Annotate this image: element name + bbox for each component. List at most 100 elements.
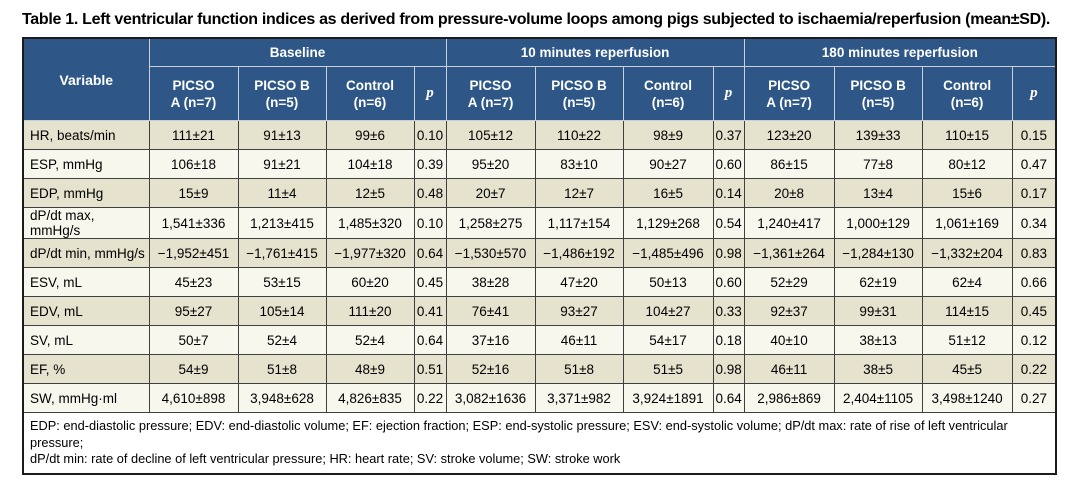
table-row: ESV, mL 45±23 53±15 60±20 0.45 38±28 47±20 50±1…: [22, 267, 1057, 297]
value-cell: 111±20: [325, 296, 415, 326]
value-cell: 95±27: [148, 296, 239, 326]
variable-cell: HR, beats/min: [22, 120, 150, 150]
value-cell: 1,129±268: [622, 207, 714, 239]
value-cell: 1,213±415: [237, 207, 327, 239]
value-cell: 3,948±628: [237, 383, 327, 413]
p-value-cell: 0.98: [712, 354, 745, 384]
p-value-cell: 0.17: [1011, 178, 1057, 208]
value-cell: 76±41: [445, 296, 536, 326]
p-value-cell: 0.60: [712, 149, 745, 179]
value-cell: 38±13: [833, 325, 923, 355]
table-row: HR, beats/min 111±21 91±13 99±6 0.10 105±12 11…: [22, 120, 1057, 150]
p-value-cell: 0.15: [1011, 120, 1057, 150]
value-cell: 111±21: [148, 120, 239, 150]
value-cell: −1,332±204: [921, 238, 1013, 268]
value-cell: 3,498±1240: [921, 383, 1013, 413]
value-cell: 1,541±336: [148, 207, 239, 239]
table-row: SV, mL 50±7 52±4 52±4 0.64 37±16 46±11 54±17 0.1…: [22, 325, 1057, 355]
variable-cell: dP/dt max, mmHg/s: [22, 207, 150, 239]
value-cell: 20±7: [445, 178, 536, 208]
value-cell: 105±12: [445, 120, 536, 150]
p-value-cell: 0.41: [413, 296, 447, 326]
table-body: HR, beats/min 111±21 91±13 99±6 0.10 105±12 11…: [22, 120, 1057, 413]
value-cell: 51±8: [534, 354, 624, 384]
value-cell: 86±15: [743, 149, 835, 179]
value-cell: 2,404±1105: [833, 383, 923, 413]
value-cell: 51±5: [622, 354, 714, 384]
p-value-cell: 0.37: [712, 120, 745, 150]
value-cell: 16±5: [622, 178, 714, 208]
value-cell: 1,485±320: [325, 207, 415, 239]
subheader-180min-picso-a: PICSO A (n=7): [743, 66, 835, 121]
footnote: EDP: end-diastolic pressure; EDV: end-di…: [22, 412, 1057, 474]
value-cell: 4,610±898: [148, 383, 239, 413]
value-cell: 54±17: [622, 325, 714, 355]
value-cell: 99±31: [833, 296, 923, 326]
subheader-180min-p: p: [1011, 66, 1057, 121]
value-cell: 50±7: [148, 325, 239, 355]
value-cell: 40±10: [743, 325, 835, 355]
value-cell: 54±9: [148, 354, 239, 384]
footnote-row: EDP: end-diastolic pressure; EDV: end-di…: [22, 412, 1057, 474]
p-value-cell: 0.22: [1011, 354, 1057, 384]
value-cell: 90±27: [622, 149, 714, 179]
value-cell: 13±4: [833, 178, 923, 208]
table-header: Variable Baseline 10 minutes reperfusion…: [22, 37, 1057, 121]
value-cell: 3,924±1891: [622, 383, 714, 413]
p-value-cell: 0.51: [413, 354, 447, 384]
value-cell: −1,530±570: [445, 238, 536, 268]
value-cell: 52±4: [237, 325, 327, 355]
subheader-10min-picso-a: PICSO A (n=7): [445, 66, 536, 121]
subheader-10min-control: Control (n=6): [622, 66, 714, 121]
p-value-cell: 0.27: [1011, 383, 1057, 413]
value-cell: 77±8: [833, 149, 923, 179]
value-cell: 95±20: [445, 149, 536, 179]
value-cell: 3,371±982: [534, 383, 624, 413]
p-value-cell: 0.83: [1011, 238, 1057, 268]
p-value-cell: 0.48: [413, 178, 447, 208]
value-cell: −1,486±192: [534, 238, 624, 268]
value-cell: 12±7: [534, 178, 624, 208]
group-header-baseline: Baseline: [148, 37, 447, 67]
p-value-cell: 0.33: [712, 296, 745, 326]
pv-loop-table: Variable Baseline 10 minutes reperfusion…: [22, 37, 1058, 475]
value-cell: 1,240±417: [743, 207, 835, 239]
variable-cell: SV, mL: [22, 325, 150, 355]
variable-cell: EF, %: [22, 354, 150, 384]
value-cell: 52±29: [743, 267, 835, 297]
subheader-baseline-picso-a: PICSO A (n=7): [148, 66, 239, 121]
table-row: dP/dt max, mmHg/s 1,541±336 1,213±415 1,485…: [22, 207, 1057, 239]
value-cell: 93±27: [534, 296, 624, 326]
value-cell: 4,826±835: [325, 383, 415, 413]
variable-cell: EDP, mmHg: [22, 178, 150, 208]
table-row: EDP, mmHg 15±9 11±4 12±5 0.48 20±7 12±7 16±5 0.1…: [22, 178, 1057, 208]
value-cell: 46±11: [743, 354, 835, 384]
value-cell: 50±13: [622, 267, 714, 297]
p-value-cell: 0.10: [413, 207, 447, 239]
value-cell: 15±6: [921, 178, 1013, 208]
p-value-cell: 0.64: [413, 238, 447, 268]
p-value-cell: 0.64: [413, 325, 447, 355]
value-cell: 53±15: [237, 267, 327, 297]
subheader-10min-p: p: [712, 66, 745, 121]
value-cell: 91±21: [237, 149, 327, 179]
value-cell: 104±27: [622, 296, 714, 326]
subheader-row: PICSO A (n=7) PICSO B (n=5) Control (n=6…: [23, 66, 1057, 121]
value-cell: 105±14: [237, 296, 327, 326]
value-cell: 104±18: [325, 149, 415, 179]
value-cell: 80±12: [921, 149, 1013, 179]
value-cell: 51±12: [921, 325, 1013, 355]
p-value-cell: 0.66: [1011, 267, 1057, 297]
value-cell: 99±6: [325, 120, 415, 150]
value-cell: 60±20: [325, 267, 415, 297]
value-cell: 91±13: [237, 120, 327, 150]
value-cell: 45±23: [148, 267, 239, 297]
value-cell: 83±10: [534, 149, 624, 179]
subheader-baseline-p: p: [413, 66, 447, 121]
variable-cell: SW, mmHg·ml: [22, 383, 150, 413]
value-cell: −1,761±415: [237, 238, 327, 268]
variable-cell: ESP, mmHg: [22, 149, 150, 179]
variable-column-header: Variable: [22, 37, 150, 121]
p-value-cell: 0.12: [1011, 325, 1057, 355]
